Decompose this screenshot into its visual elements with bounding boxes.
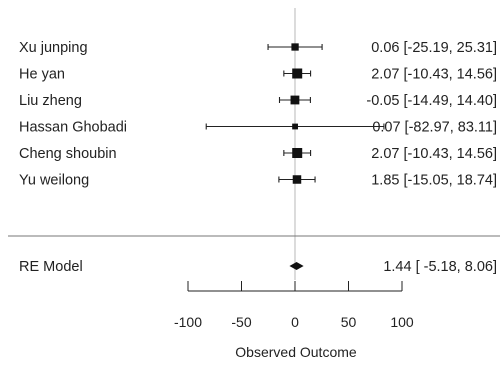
point-estimate-square xyxy=(292,123,298,130)
point-estimate-square xyxy=(292,175,302,184)
study-estimate-text: 2.07 [-10.43, 14.56] xyxy=(371,146,497,162)
study-estimate-text: 2.07 [-10.43, 14.56] xyxy=(371,67,497,83)
study-label: Xu junping xyxy=(19,40,88,56)
summary-label: RE Model xyxy=(19,259,83,275)
study-label: Liu zheng xyxy=(19,93,82,109)
study-label: Yu weilong xyxy=(19,173,89,189)
x-axis-label: Observed Outcome xyxy=(235,344,357,360)
x-tick-label: -50 xyxy=(231,314,251,330)
summary-diamond xyxy=(289,262,304,270)
study-label: He yan xyxy=(19,67,65,83)
study-estimate-text: 0.07 [-82.97, 83.11] xyxy=(372,120,497,136)
x-tick-label: 0 xyxy=(291,314,299,330)
study-estimate-text: 0.06 [-25.19, 25.31] xyxy=(371,40,497,56)
study-estimate-text: -0.05 [-14.49, 14.40] xyxy=(366,93,497,109)
point-estimate-square xyxy=(292,148,303,158)
point-estimate-square xyxy=(292,68,303,79)
point-estimate-square xyxy=(290,95,300,105)
summary-estimate-text: 1.44 [ -5.18, 8.06] xyxy=(383,259,497,275)
x-tick-label: 100 xyxy=(390,314,414,330)
study-label: Hassan Ghobadi xyxy=(19,120,127,136)
point-estimate-square xyxy=(291,43,299,51)
study-label: Cheng shoubin xyxy=(19,146,117,162)
x-tick-label: -100 xyxy=(174,314,202,330)
study-estimate-text: 1.85 [-15.05, 18.74] xyxy=(371,173,497,189)
x-tick-label: 50 xyxy=(341,314,357,330)
